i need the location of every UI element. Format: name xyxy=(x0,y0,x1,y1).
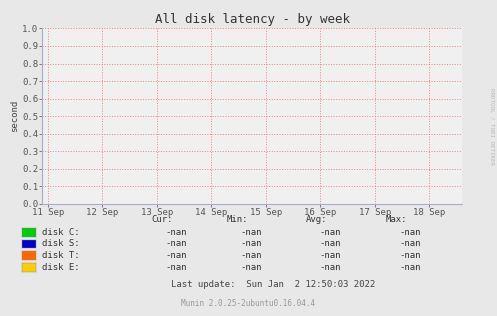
Text: -nan: -nan xyxy=(320,240,341,248)
Text: -nan: -nan xyxy=(166,263,187,272)
Y-axis label: second: second xyxy=(10,100,19,132)
Text: Last update:  Sun Jan  2 12:50:03 2022: Last update: Sun Jan 2 12:50:03 2022 xyxy=(171,280,375,289)
Text: -nan: -nan xyxy=(399,263,421,272)
Text: RRDTOOL / TOBI OETIKER: RRDTOOL / TOBI OETIKER xyxy=(490,88,495,165)
Text: -nan: -nan xyxy=(320,228,341,237)
Text: -nan: -nan xyxy=(240,263,262,272)
Text: -nan: -nan xyxy=(399,251,421,260)
Text: disk C:: disk C: xyxy=(42,228,80,237)
Text: -nan: -nan xyxy=(320,251,341,260)
Text: -nan: -nan xyxy=(240,228,262,237)
Text: disk S:: disk S: xyxy=(42,240,80,248)
Text: -nan: -nan xyxy=(166,251,187,260)
Text: disk T:: disk T: xyxy=(42,251,80,260)
Text: Munin 2.0.25-2ubuntu0.16.04.4: Munin 2.0.25-2ubuntu0.16.04.4 xyxy=(181,299,316,308)
Text: -nan: -nan xyxy=(240,251,262,260)
Text: -nan: -nan xyxy=(320,263,341,272)
Title: All disk latency - by week: All disk latency - by week xyxy=(155,13,350,26)
Text: -nan: -nan xyxy=(399,228,421,237)
Text: -nan: -nan xyxy=(399,240,421,248)
Text: Cur:: Cur: xyxy=(152,215,173,224)
Text: Avg:: Avg: xyxy=(306,215,327,224)
Text: -nan: -nan xyxy=(166,228,187,237)
Text: disk E:: disk E: xyxy=(42,263,80,272)
Text: -nan: -nan xyxy=(166,240,187,248)
Text: Max:: Max: xyxy=(385,215,407,224)
Text: Min:: Min: xyxy=(226,215,248,224)
Text: -nan: -nan xyxy=(240,240,262,248)
